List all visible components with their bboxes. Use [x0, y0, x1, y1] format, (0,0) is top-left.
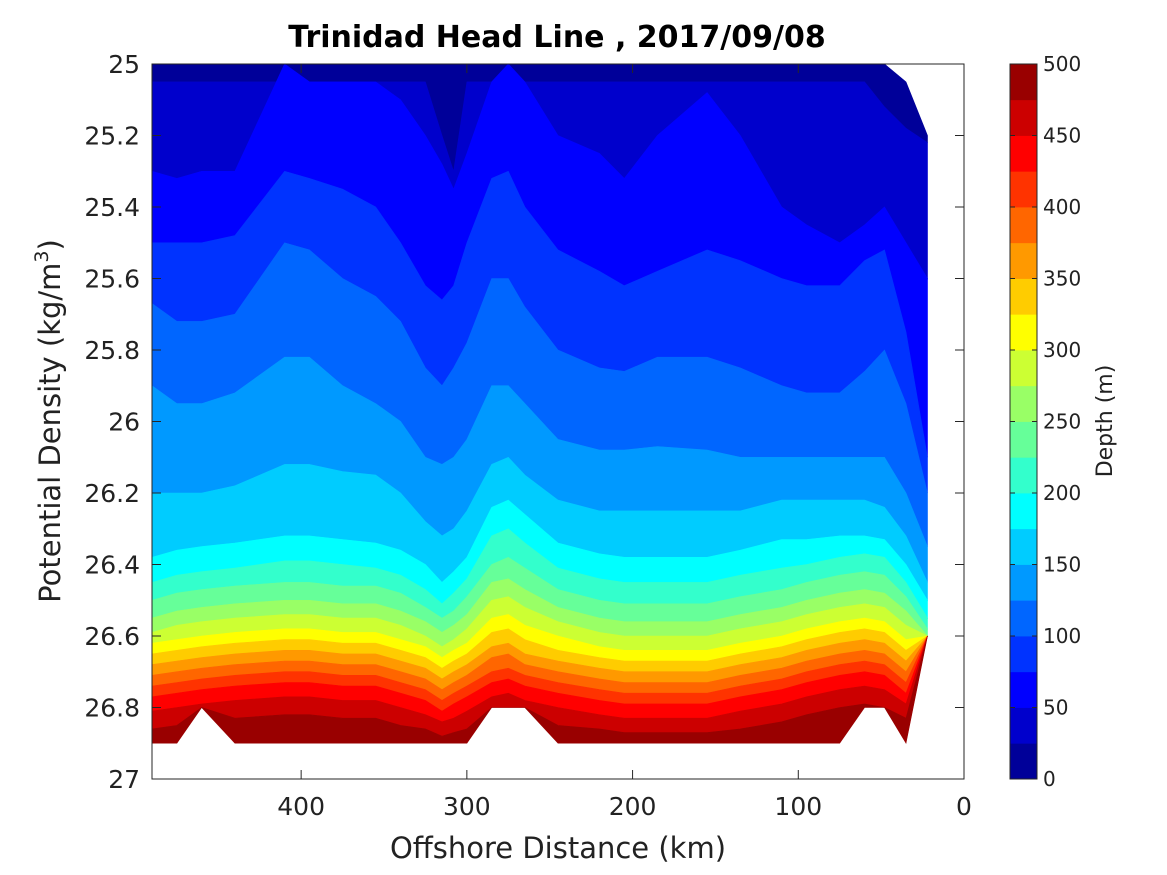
- y-axis-label: Potential Density (kg/m3): [31, 239, 67, 603]
- y-tick-label: 25.4: [84, 193, 140, 222]
- colorbar-block: [1010, 242, 1037, 279]
- colorbar-tick-label: 300: [1043, 338, 1081, 362]
- colorbar-tick-label: 250: [1043, 410, 1081, 434]
- x-tick-label: 200: [609, 792, 657, 821]
- colorbar-tick-label: 150: [1043, 553, 1081, 577]
- colorbar-block: [1010, 314, 1037, 351]
- colorbar-block: [1010, 171, 1037, 208]
- colorbar-tick-label: 500: [1043, 52, 1081, 76]
- plot-area: [152, 64, 929, 745]
- colorbar-block: [1010, 743, 1037, 780]
- colorbar-block: [1010, 135, 1037, 172]
- colorbar-tick-label: 200: [1043, 481, 1081, 505]
- y-tick-label: 26.2: [84, 479, 140, 508]
- y-tick-label: 27: [108, 765, 140, 794]
- colorbar-block: [1010, 707, 1037, 744]
- x-tick-label: 0: [956, 792, 972, 821]
- colorbar-tick-label: 350: [1043, 267, 1081, 291]
- colorbar-ticks: 0 50 100 150 200 250 300 350 400 450 500: [1010, 52, 1081, 791]
- colorbar-tick-label: 400: [1043, 195, 1081, 219]
- contour-fills: [152, 64, 929, 745]
- x-tick-label: 100: [774, 792, 822, 821]
- x-tick-label: 300: [443, 792, 491, 821]
- x-tick-label: 400: [277, 792, 325, 821]
- colorbar: 0 50 100 150 200 250 300 350 400 450 500 Depth (m): [1009, 52, 1118, 791]
- colorbar-block: [1010, 493, 1037, 530]
- colorbar-block: [1010, 671, 1037, 708]
- depth-band-475-500: [152, 635, 928, 745]
- y-tick-label: 26.8: [84, 694, 140, 723]
- y-tick-label: 25.8: [84, 336, 140, 365]
- colorbar-block: [1010, 421, 1037, 458]
- colorbar-block: [1010, 385, 1037, 422]
- y-tick-label: 25: [108, 50, 140, 79]
- colorbar-blocks: [1010, 64, 1037, 780]
- colorbar-block: [1010, 600, 1037, 637]
- colorbar-block: [1010, 64, 1037, 101]
- colorbar-block: [1010, 278, 1037, 315]
- y-tick-label: 26: [108, 408, 140, 437]
- colorbar-block: [1010, 350, 1037, 387]
- colorbar-block: [1010, 207, 1037, 244]
- colorbar-block: [1010, 636, 1037, 673]
- colorbar-tick-label: 50: [1043, 696, 1068, 720]
- colorbar-block: [1010, 457, 1037, 494]
- y-tick-label: 26.4: [84, 551, 140, 580]
- x-axis-label: Offshore Distance (km): [390, 831, 726, 865]
- x-axis-ticks: 400 300 200 100 0: [277, 64, 972, 821]
- colorbar-block: [1010, 528, 1037, 565]
- y-axis-ticks: 25 25.2 25.4 25.6 25.8 26 26.2 26.4 26.6 26.8 27: [84, 50, 964, 794]
- colorbar-tick-label: 450: [1043, 124, 1081, 148]
- chart-title: Trinidad Head Line , 2017/09/08: [288, 20, 825, 55]
- y-tick-label: 25.2: [84, 122, 140, 151]
- y-tick-label: 26.6: [84, 622, 140, 651]
- y-tick-label: 25.6: [84, 265, 140, 294]
- colorbar-tick-label: 0: [1043, 767, 1056, 791]
- colorbar-label: Depth (m): [1093, 365, 1118, 478]
- colorbar-block: [1010, 564, 1037, 601]
- colorbar-block: [1010, 99, 1037, 136]
- colorbar-tick-label: 100: [1043, 624, 1081, 648]
